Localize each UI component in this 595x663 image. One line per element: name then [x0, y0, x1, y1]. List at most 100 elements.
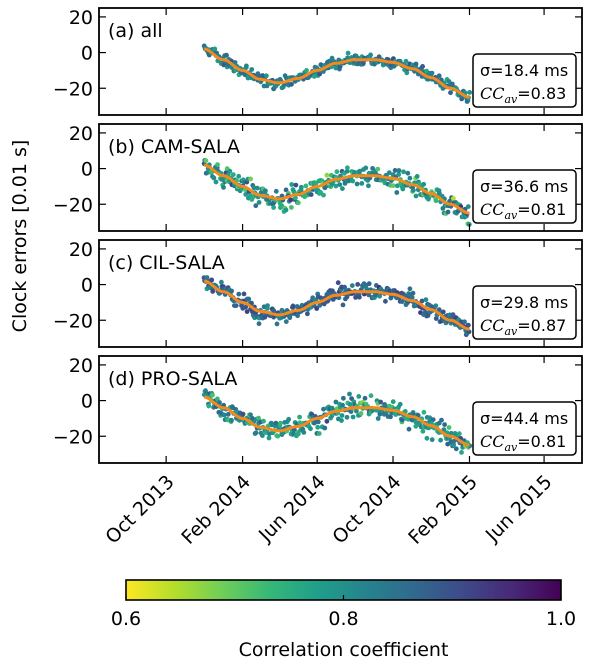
data-point	[246, 296, 252, 302]
data-point	[421, 181, 427, 187]
data-point	[274, 321, 280, 327]
data-point	[260, 433, 265, 438]
data-point	[411, 187, 416, 193]
data-point	[256, 200, 262, 205]
data-point	[438, 437, 443, 443]
data-point	[275, 433, 281, 439]
data-point	[250, 416, 255, 421]
data-point	[210, 392, 215, 398]
x-tick-label: Jun 2014	[254, 471, 330, 547]
panel-title: (a) all	[108, 20, 163, 42]
stats-box	[472, 169, 577, 224]
data-point	[446, 425, 452, 430]
data-point	[308, 426, 313, 432]
data-point	[397, 401, 403, 407]
stats-box	[472, 401, 577, 456]
data-point	[404, 70, 410, 76]
data-point	[256, 73, 262, 79]
data-point	[466, 322, 471, 328]
y-tick-label: 0	[81, 43, 93, 65]
data-point	[344, 414, 350, 420]
y-tick-label: 20	[69, 239, 93, 261]
data-point	[424, 435, 430, 441]
data-point	[363, 165, 369, 171]
data-point	[265, 303, 270, 308]
data-point	[312, 420, 317, 426]
data-point	[357, 168, 363, 174]
data-point	[433, 303, 439, 309]
data-point	[429, 70, 435, 76]
data-point	[350, 414, 356, 420]
data-point	[266, 435, 272, 441]
data-point	[283, 319, 289, 324]
data-point	[229, 288, 235, 294]
data-point	[288, 197, 293, 203]
data-point	[395, 183, 400, 189]
data-point	[240, 411, 246, 417]
data-point	[263, 188, 268, 194]
data-point	[264, 73, 269, 79]
fit-curve	[203, 279, 470, 331]
data-point	[253, 430, 259, 436]
data-point	[230, 172, 236, 178]
data-point	[368, 393, 374, 399]
data-point	[420, 428, 426, 434]
data-point	[440, 309, 446, 315]
data-point	[213, 179, 219, 185]
data-point	[359, 181, 365, 186]
data-point	[421, 409, 427, 415]
data-point	[375, 166, 381, 172]
data-point	[244, 309, 250, 314]
data-point	[289, 205, 294, 210]
x-tick-label: Oct 2013	[101, 471, 178, 548]
data-point	[446, 79, 452, 84]
y-tick-label: −20	[53, 194, 93, 216]
data-point	[261, 418, 266, 424]
data-point	[429, 437, 435, 443]
sigma-label: σ=29.8 ms	[480, 293, 568, 312]
data-point	[354, 181, 360, 187]
data-point	[375, 416, 381, 421]
data-point	[362, 395, 368, 401]
data-point	[321, 192, 326, 198]
data-point	[383, 298, 388, 304]
data-point	[341, 395, 346, 401]
data-point	[221, 412, 227, 418]
data-point	[229, 417, 234, 423]
data-point	[456, 431, 462, 437]
data-point	[345, 50, 351, 56]
data-point	[301, 430, 307, 435]
colorbar-tick-label: 0.8	[328, 608, 358, 630]
data-point	[283, 187, 289, 193]
data-point	[233, 303, 239, 308]
x-tick-label: Oct 2014	[328, 471, 405, 548]
data-point	[335, 280, 341, 286]
data-point	[333, 399, 339, 405]
data-point	[293, 182, 299, 188]
data-point	[209, 277, 215, 283]
data-point	[465, 204, 471, 210]
data-point	[451, 196, 456, 201]
data-point	[273, 188, 279, 194]
panel-frame	[98, 355, 583, 464]
panel-title: (b) CAM-SALA	[108, 136, 240, 158]
data-point	[388, 414, 393, 420]
data-point	[386, 170, 392, 176]
data-point	[340, 302, 346, 308]
data-point	[347, 391, 352, 397]
data-point	[462, 319, 467, 325]
data-point	[298, 184, 304, 190]
data-point	[243, 192, 249, 197]
data-point	[291, 304, 296, 310]
data-point	[206, 403, 212, 409]
data-point	[283, 207, 289, 213]
data-point	[340, 186, 345, 192]
data-point	[296, 431, 301, 437]
data-point	[349, 283, 355, 288]
data-point	[243, 304, 249, 310]
data-point	[322, 425, 328, 431]
data-point	[436, 307, 442, 313]
panel-frame	[98, 7, 583, 116]
data-point	[347, 402, 353, 407]
panel-frame	[98, 123, 583, 232]
